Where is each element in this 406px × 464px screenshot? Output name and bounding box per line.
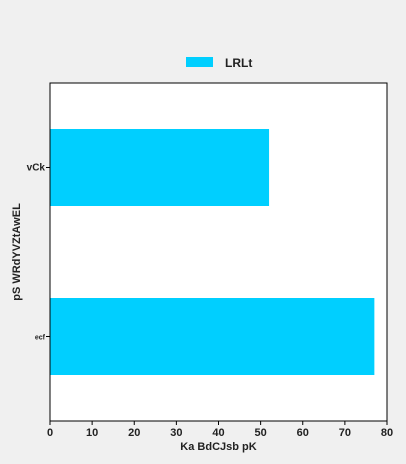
- x-tick-label: 20: [128, 427, 140, 439]
- y-axis-ticks: vCk ecf: [27, 163, 50, 342]
- bar-vCk: [50, 129, 270, 206]
- x-tick-label: 10: [86, 427, 98, 439]
- x-tick-label: 60: [297, 427, 309, 439]
- x-tick-label: 50: [255, 427, 267, 439]
- x-tick-label: 80: [381, 427, 393, 439]
- legend: LRLt: [186, 56, 252, 70]
- x-tick-label: 70: [339, 427, 351, 439]
- legend-label: LRLt: [225, 56, 252, 70]
- x-tick-label: 40: [212, 427, 224, 439]
- x-tick-label: 30: [170, 427, 182, 439]
- x-axis-ticks: 0 10 20 30 40 50 60 70 80: [47, 421, 393, 439]
- bar-ecf: [50, 298, 375, 375]
- legend-swatch: [186, 57, 213, 67]
- y-tick-label: vCk: [27, 163, 46, 174]
- y-axis-title: pS WRdYVZtAwEL: [11, 203, 23, 301]
- x-tick-label: 0: [47, 427, 53, 439]
- y-tick-label: ecf: [35, 335, 46, 342]
- bars: [50, 129, 375, 375]
- x-axis-title: Ka BdCJsb pK: [180, 441, 256, 453]
